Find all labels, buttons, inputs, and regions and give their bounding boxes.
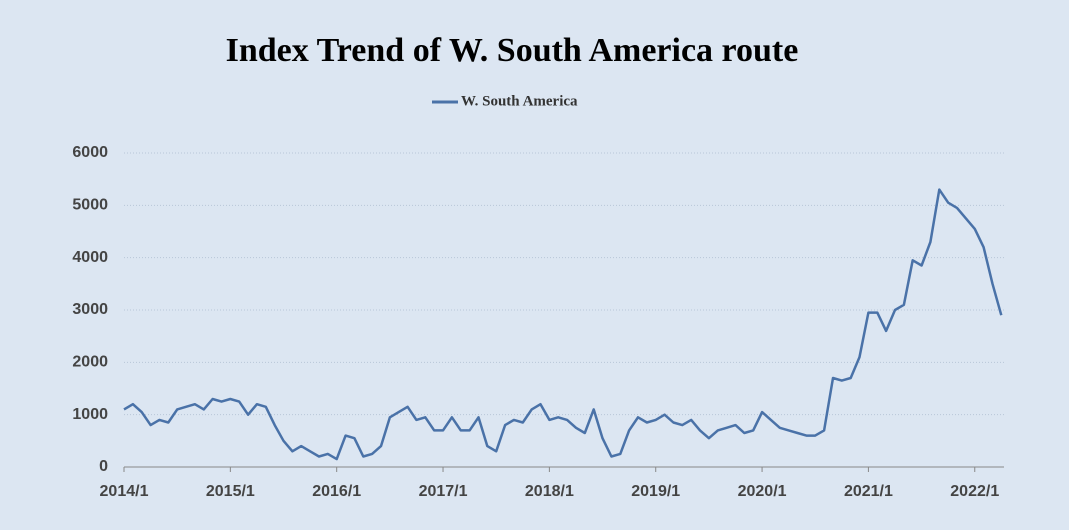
series-line xyxy=(123,188,1003,461)
x-tick-label: 2016/1 xyxy=(312,483,361,500)
x-tick-label: 2015/1 xyxy=(206,483,255,500)
x-tick-label: 2019/1 xyxy=(631,483,680,500)
y-tick-label: 6000 xyxy=(72,144,108,161)
x-tick-label: 2022/1 xyxy=(950,483,999,500)
chart-title: Index Trend of W. South America route xyxy=(226,32,799,69)
y-tick-label: 4000 xyxy=(72,249,108,266)
x-tick-label: 2020/1 xyxy=(738,483,787,500)
x-tick-label: 2021/1 xyxy=(844,483,893,500)
x-tick-label: 2018/1 xyxy=(525,483,574,500)
y-tick-label: 5000 xyxy=(72,197,108,214)
y-tick-label: 0 xyxy=(99,458,108,475)
x-tick-label: 2014/1 xyxy=(100,483,149,500)
x-tick-label: 2017/1 xyxy=(419,483,468,500)
y-tick-label: 2000 xyxy=(72,354,108,371)
legend-label: W. South America xyxy=(461,93,578,109)
y-tick-label: 3000 xyxy=(72,301,108,318)
y-tick-label: 1000 xyxy=(72,406,108,423)
